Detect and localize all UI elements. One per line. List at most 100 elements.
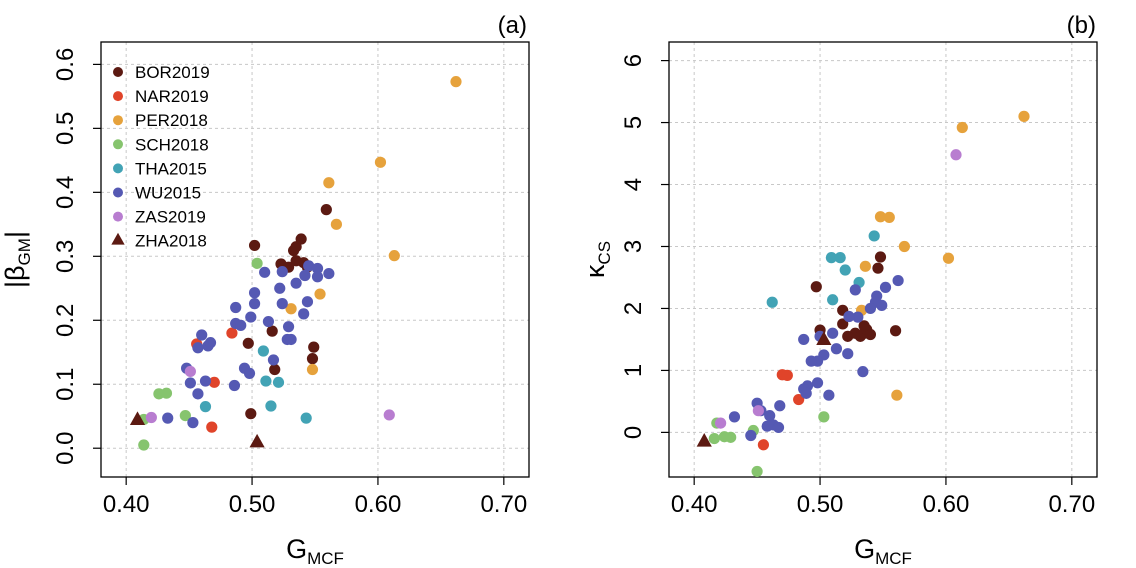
data-point-wu2015 — [262, 315, 275, 328]
data-point-sch2018 — [138, 439, 150, 451]
data-point-wu2015 — [774, 400, 786, 412]
x-tick-label: 0.60 — [355, 491, 402, 518]
data-point-nar2019 — [757, 439, 770, 451]
plot-frame — [668, 41, 1098, 478]
x-tick-label: 0.40 — [103, 491, 150, 518]
data-point-wu2015 — [162, 412, 174, 424]
data-point-wu2015 — [849, 284, 861, 296]
legend-marker-nar2019 — [113, 91, 123, 102]
panel-b-scatter-chart: 0.40 0.50 0.60 0.70 0 1 2 3 4 5 6 GMCF κCS (b) — [580, 12, 1098, 568]
y-tick-label: 6 — [620, 54, 647, 67]
data-point-bor2019 — [308, 341, 320, 353]
data-point-sch2018 — [179, 409, 191, 422]
data-point-wu2015 — [830, 343, 843, 355]
x-axis-label: GMCF — [286, 534, 344, 568]
y-tick-label: 0.5 — [52, 112, 79, 145]
data-point-sch2018 — [708, 432, 720, 445]
data-point-tha2015 — [257, 345, 269, 357]
data-point-wu2015 — [811, 377, 824, 389]
y-tick-label: 0.6 — [52, 48, 79, 81]
data-point-tha2015 — [834, 252, 846, 264]
data-point-bor2019 — [837, 318, 849, 330]
legend-marker-wu2015 — [113, 187, 123, 198]
data-point-sch2018 — [160, 387, 173, 399]
x-tick-label: 0.60 — [923, 491, 970, 518]
legend-label-wu2015: WU2015 — [135, 184, 201, 203]
data-point-bor2019 — [242, 337, 254, 349]
data-point-wu2015 — [852, 311, 864, 323]
data-point-bor2019 — [874, 251, 887, 263]
data-point-per2018 — [285, 303, 297, 315]
data-point-per2018 — [891, 389, 903, 401]
data-point-nar2019 — [781, 369, 793, 381]
data-point-wu2015 — [228, 379, 241, 392]
y-tick-label: 0.4 — [52, 176, 79, 209]
data-point-bor2019 — [248, 239, 261, 252]
data-point-per2018 — [374, 156, 387, 168]
x-tick-label: 0.70 — [1048, 491, 1095, 518]
data-point-wu2015 — [248, 287, 261, 299]
data-point-wu2015 — [311, 262, 324, 275]
data-point-sch2018 — [251, 257, 263, 269]
data-point-nar2019 — [206, 421, 218, 433]
y-axis-label: κCS — [580, 241, 614, 278]
data-point-wu2015 — [245, 311, 257, 323]
data-point-zha2018 — [816, 331, 832, 346]
data-point-wu2015 — [248, 298, 261, 310]
data-point-per2018 — [898, 240, 911, 253]
data-point-per2018 — [942, 252, 955, 264]
x-tick-label: 0.50 — [229, 491, 276, 518]
data-point-per2018 — [1018, 110, 1030, 122]
legend-marker-tha2015 — [113, 163, 123, 174]
data-point-tha2015 — [839, 264, 851, 276]
legend-label-tha2015: THA2015 — [135, 159, 207, 178]
data-point-wu2015 — [745, 429, 757, 442]
data-point-wu2015 — [290, 277, 302, 289]
data-point-wu2015 — [184, 377, 196, 389]
data-point-wu2015 — [230, 301, 242, 314]
data-point-wu2015 — [323, 267, 335, 280]
data-point-per2018 — [323, 177, 335, 189]
data-point-bor2019 — [295, 233, 307, 245]
data-point-wu2015 — [823, 389, 835, 401]
data-point-nar2019 — [793, 393, 805, 406]
data-point-wu2015 — [276, 266, 288, 278]
data-point-tha2015 — [260, 375, 272, 387]
data-point-wu2015 — [728, 411, 741, 423]
data-point-wu2015 — [274, 282, 286, 294]
y-tick-label: 0.3 — [52, 240, 79, 273]
data-point-wu2015 — [800, 387, 812, 399]
data-point-tha2015 — [265, 400, 277, 412]
data-point-nar2019 — [226, 327, 238, 339]
legend-label-nar2019: NAR2019 — [135, 87, 209, 106]
data-point-wu2015 — [199, 375, 212, 387]
data-point-zas2019 — [752, 405, 764, 417]
legend-label-sch2018: SCH2018 — [135, 135, 209, 154]
data-point-wu2015 — [192, 388, 204, 400]
data-point-wu2015 — [876, 299, 888, 311]
data-point-wu2015 — [301, 296, 314, 308]
data-point-zha2018 — [696, 433, 712, 447]
data-point-wu2015 — [764, 410, 776, 422]
y-tick-label: 2 — [620, 302, 647, 315]
data-point-nar2019 — [208, 376, 220, 388]
data-point-wu2015 — [827, 327, 839, 339]
data-point-per2018 — [859, 260, 871, 272]
legend-marker-sch2018 — [113, 139, 123, 150]
data-point-wu2015 — [864, 302, 877, 315]
data-point-per2018 — [388, 250, 400, 262]
data-point-zha2018 — [249, 433, 265, 448]
data-point-zas2019 — [145, 411, 157, 424]
data-point-wu2015 — [892, 274, 904, 287]
legend-marker-bor2019 — [113, 67, 123, 77]
data-point-tha2015 — [825, 252, 837, 264]
data-point-wu2015 — [299, 269, 311, 282]
y-tick-label: 0.1 — [52, 368, 79, 401]
panel-a-scatter-chart: 0.40 0.50 0.60 0.70 0.0 0.1 0.2 0.3 0.4 0.5 0.6 GMC… — [0, 12, 530, 568]
data-point-wu2015 — [805, 355, 817, 367]
data-point-wu2015 — [303, 260, 315, 272]
y-tick-label: 5 — [620, 116, 647, 129]
data-point-wu2015 — [187, 417, 199, 429]
data-point-wu2015 — [798, 333, 810, 346]
y-tick-label: 1 — [620, 364, 647, 377]
